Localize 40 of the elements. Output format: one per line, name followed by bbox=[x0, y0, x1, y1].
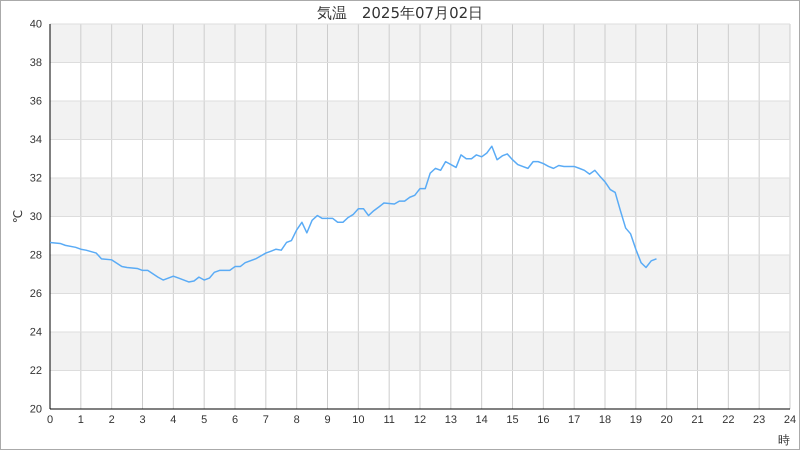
chart-title: 気温 2025年07月02日 bbox=[316, 4, 484, 22]
x-tick-label: 3 bbox=[139, 414, 146, 426]
x-tick-label: 20 bbox=[660, 414, 673, 426]
x-tick-label: 18 bbox=[598, 414, 612, 426]
x-tick-label: 19 bbox=[630, 414, 642, 426]
y-tick-label: 40 bbox=[30, 18, 42, 31]
y-tick-label: 28 bbox=[30, 250, 42, 262]
y-tick-label: 20 bbox=[30, 404, 42, 416]
x-axis-title: 時 bbox=[778, 433, 790, 447]
x-tick-label: 9 bbox=[324, 414, 331, 426]
x-tick-label: 15 bbox=[506, 414, 519, 426]
y-tick-label: 32 bbox=[30, 172, 42, 185]
x-tick-label: 21 bbox=[691, 414, 704, 426]
y-tick-label: 26 bbox=[30, 288, 42, 300]
x-tick-label: 4 bbox=[170, 414, 176, 426]
y-axis-title: ℃ bbox=[11, 210, 25, 224]
x-tick-label: 10 bbox=[352, 414, 364, 426]
x-tick-label: 14 bbox=[476, 414, 488, 426]
x-tick-label: 12 bbox=[414, 414, 426, 426]
x-tick-label: 6 bbox=[232, 414, 238, 426]
y-tick-label: 30 bbox=[30, 211, 42, 224]
x-tick-label: 17 bbox=[568, 414, 580, 426]
x-tick-label: 22 bbox=[722, 414, 734, 426]
x-tick-label: 0 bbox=[46, 414, 54, 426]
x-tick-label: 7 bbox=[262, 414, 269, 426]
x-tick-label: 11 bbox=[383, 414, 395, 426]
x-tick-label: 13 bbox=[444, 414, 457, 426]
x-tick-label: 16 bbox=[537, 414, 550, 426]
y-tick-label: 36 bbox=[30, 96, 42, 108]
y-tick-label: 38 bbox=[30, 57, 42, 70]
x-tick-label: 2 bbox=[108, 414, 115, 426]
y-tick-label: 22 bbox=[30, 365, 42, 378]
x-tick-label: 24 bbox=[784, 414, 796, 426]
y-tick-label: 24 bbox=[30, 326, 42, 339]
line-series bbox=[49, 145, 658, 283]
x-tick-label: 5 bbox=[201, 414, 208, 426]
y-tick-label: 34 bbox=[30, 134, 42, 146]
x-tick-label: 1 bbox=[78, 414, 84, 426]
x-tick-label: 23 bbox=[753, 414, 766, 426]
x-tick-label: 8 bbox=[294, 414, 300, 426]
